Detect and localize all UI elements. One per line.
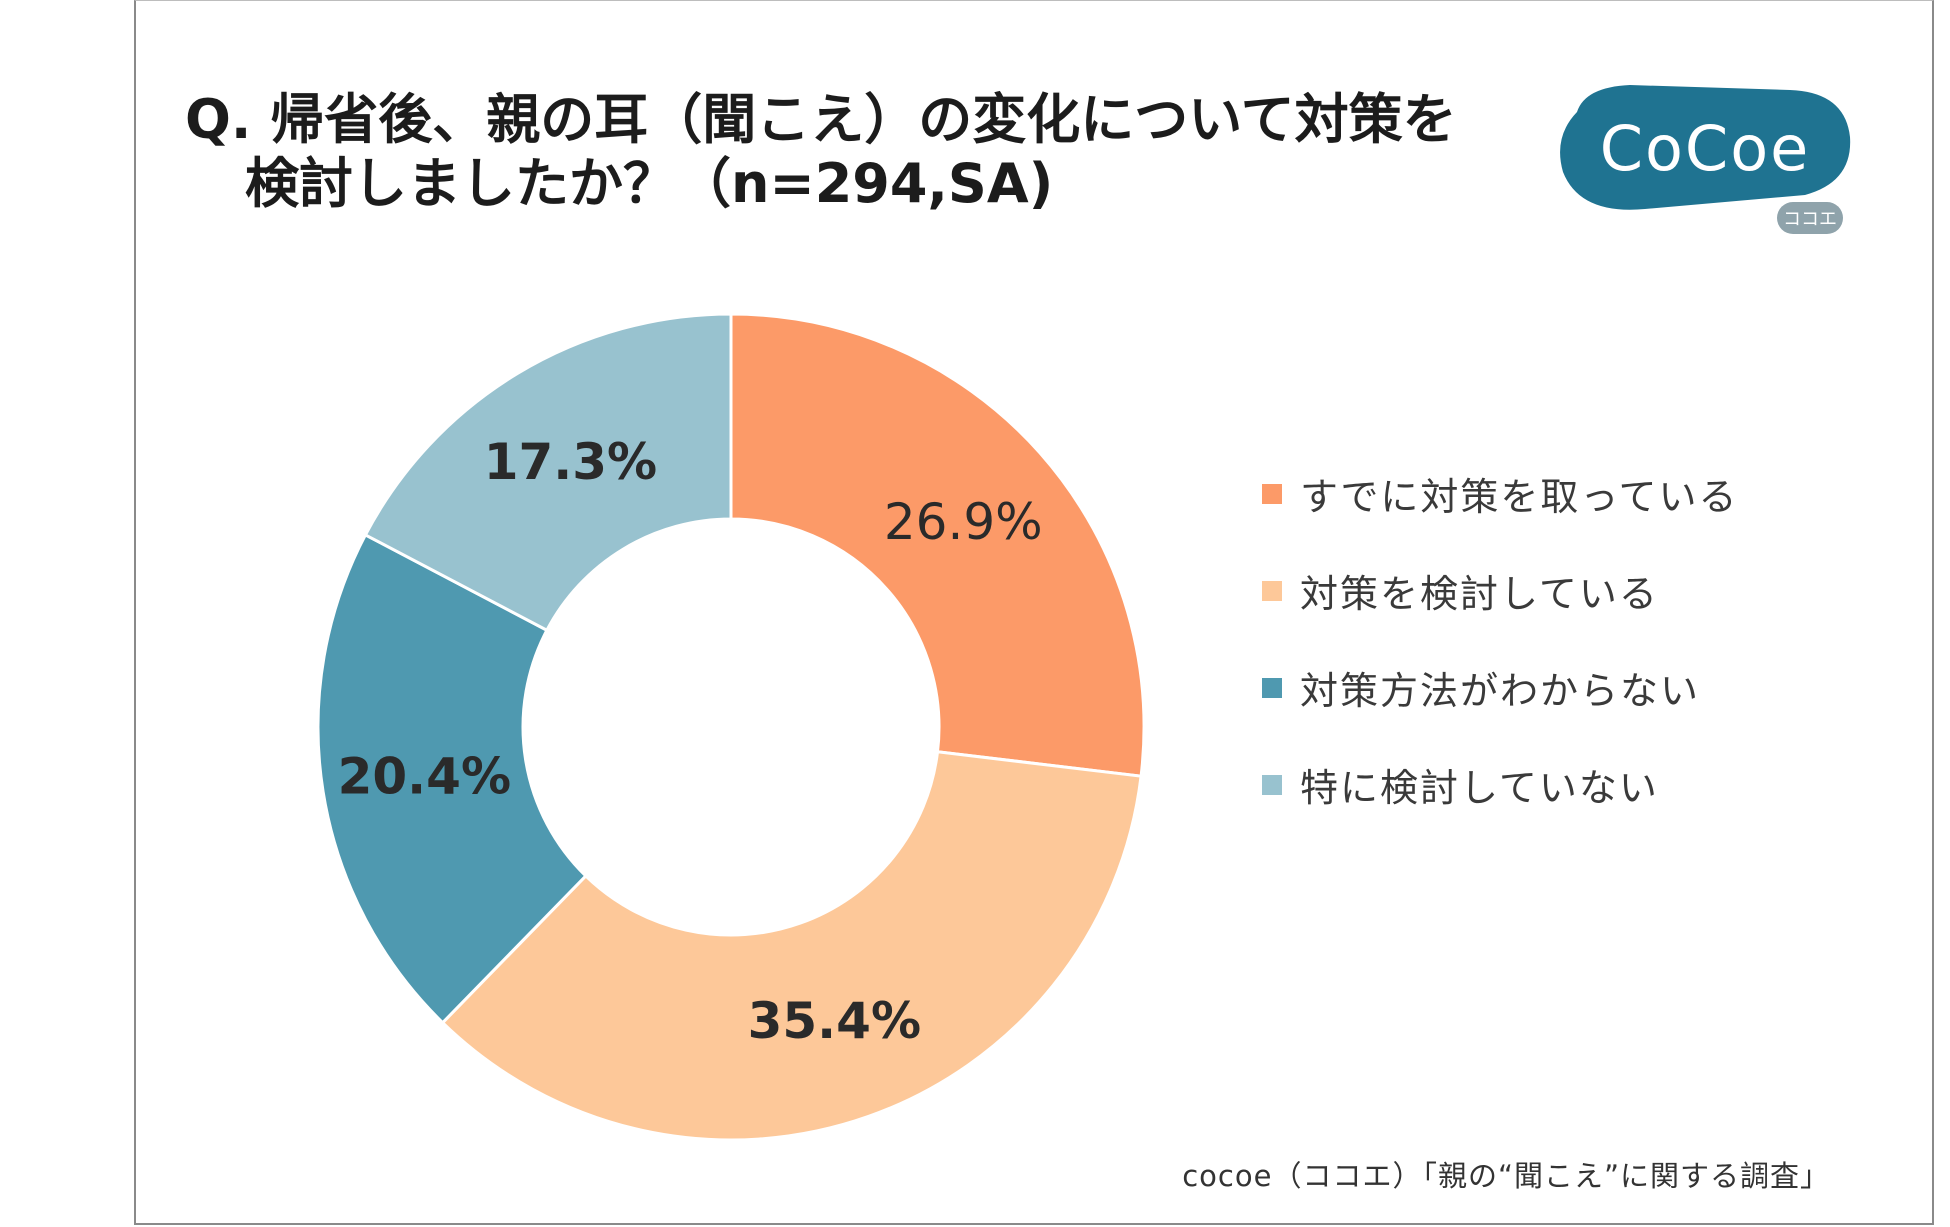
legend-swatch-1 [1262,483,1282,504]
chart-frame [134,0,1934,1225]
legend-item: すでに対策を取っている [1262,445,1738,542]
chart-title: Q. 帰省後、親の耳（聞こえ）の変化について対策を 検討しましたか？（n=294… [185,88,1457,216]
title-line-1: Q. 帰省後、親の耳（聞こえ）の変化について対策を [185,88,1457,151]
slice-unsure-how [316,532,588,1025]
legend-swatch-4 [1262,774,1282,795]
legend-label-2: 対策を検討している [1300,572,1659,616]
pct-label-already-taking-measures: 26.9% [884,493,1043,551]
slice-not-considering [363,312,733,633]
legend-swatch-3 [1262,677,1282,698]
legend-item: 対策を検討している [1262,542,1738,639]
legend-item: 特に検討していない [1262,736,1738,833]
legend-item: 対策方法がわからない [1262,639,1738,736]
title-line-2: 検討しましたか？（n=294,SA) [245,152,1054,215]
slice-considering-measures [440,750,1143,1142]
logo-subtext: ココエ [1783,209,1837,230]
legend-label-3: 対策方法がわからない [1300,669,1701,713]
legend-label-1: すでに対策を取っている [1300,475,1739,519]
legend: すでに対策を取っている 対策を検討している 対策方法がわからない 特に検討してい… [1262,445,1738,833]
source-note: cocoe（ココエ）「親の“聞こえ”に関する調査」 [1182,1159,1830,1193]
pct-label-not-considering: 17.3% [484,433,657,491]
pct-label-unsure-how: 20.4% [338,748,511,806]
legend-swatch-2 [1262,580,1282,601]
logo-wordmark: CoCoe [1600,112,1811,185]
cocoe-logo: CoCoe ココエ [1560,85,1851,234]
slice-already-taking-measures [729,312,1146,778]
pct-label-considering-measures: 35.4% [748,992,921,1050]
legend-label-4: 特に検討していない [1300,766,1659,810]
